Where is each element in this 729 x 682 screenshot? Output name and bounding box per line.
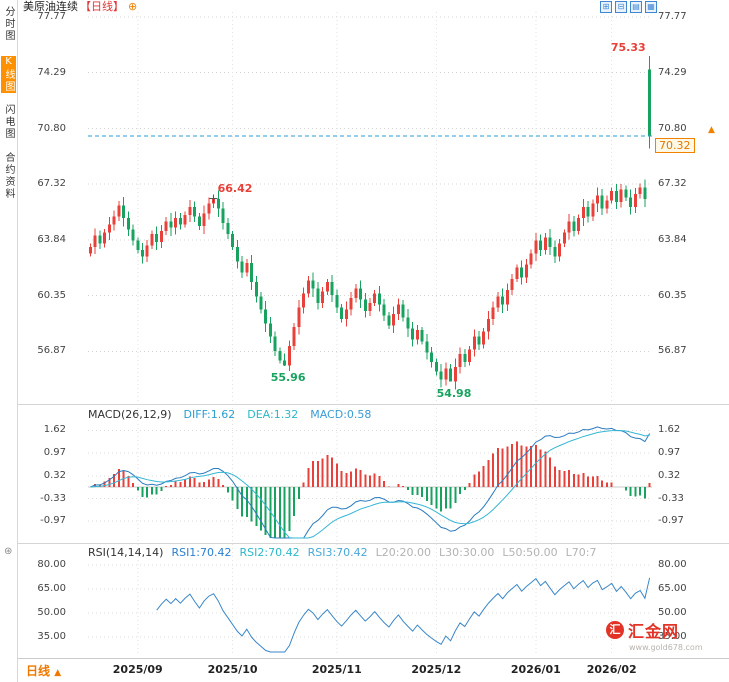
site-url: www.gold678.com <box>629 643 703 652</box>
rsi-settings-icon[interactable]: ⊛ <box>4 546 13 557</box>
rsi-l70-value: L70:7 <box>565 546 597 559</box>
rsi1-value: RSI1:70.42 <box>171 546 232 559</box>
sidebar-tab-lightning-chart[interactable]: 闪电图 <box>3 104 14 140</box>
chart-toolbar: ⊞ ⊟ ▤ ▦ <box>600 1 657 13</box>
rsi-line <box>156 577 651 653</box>
rsi3-value: RSI3:70.42 <box>307 546 368 559</box>
panel-divider <box>18 543 729 544</box>
macd-dea-value: DEA:1.32 <box>247 408 299 421</box>
sidebar-tab-time-chart[interactable]: 分时图 <box>3 6 14 42</box>
macd-params-label: MACD(26,12,9) <box>88 408 172 421</box>
macd-hist-value: MACD:0.58 <box>310 408 372 421</box>
site-logo-icon: 汇 <box>606 621 624 639</box>
swing-high-marker <box>209 194 218 203</box>
rsi-l50-value: L50:50.00 <box>502 546 558 559</box>
site-name: 汇金网 <box>628 622 680 641</box>
bottom-bar: 日线 ▲ <box>18 658 729 682</box>
rsi-l30-value: L30:30.00 <box>439 546 495 559</box>
chart-header: 美原油连续 【日线】 ⊕ ⊞ ⊟ ▤ ▦ <box>18 0 729 14</box>
chart-canvas[interactable] <box>88 10 652 655</box>
zoom-tool-icon[interactable]: ⊟ <box>615 1 627 13</box>
macd-header: MACD(26,12,9) DIFF:1.62 DEA:1.32 MACD:0.… <box>88 408 652 421</box>
panel-divider <box>18 404 729 405</box>
rsi-params-label: RSI(14,14,14) <box>88 546 164 559</box>
chart-style-icon[interactable]: ▤ <box>630 1 642 13</box>
period-label: 日线 <box>26 664 51 678</box>
add-indicator-icon[interactable]: ⊕ <box>128 0 138 13</box>
macd-dea-line <box>90 430 650 539</box>
period-tag: 【日线】 <box>80 0 124 13</box>
rsi-header: RSI(14,14,14) RSI1:70.42 RSI2:70.42 RSI3… <box>88 546 652 559</box>
chart-title: 美原油连续 <box>23 0 78 13</box>
left-sidebar: 分时图 K线图 闪电图 合约资料 <box>0 0 18 682</box>
rsi2-value: RSI2:70.42 <box>239 546 300 559</box>
rsi-l20-value: L20:20.00 <box>375 546 431 559</box>
macd-diff-value: DIFF:1.62 <box>183 408 236 421</box>
macd-diff-line <box>90 426 651 539</box>
sidebar-tab-contract-info[interactable]: 合约资料 <box>3 152 14 200</box>
indicator-panel-icon[interactable]: ▦ <box>645 1 657 13</box>
candlestick-series <box>88 56 652 390</box>
pan-tool-icon[interactable]: ⊞ <box>600 1 612 13</box>
sidebar-tab-kline-chart[interactable]: K线图 <box>1 56 16 93</box>
up-triangle-icon: ▲ <box>54 668 62 678</box>
period-selector[interactable]: 日线 ▲ <box>26 662 61 679</box>
site-watermark: 汇 汇金网 www.gold678.com <box>606 618 722 652</box>
